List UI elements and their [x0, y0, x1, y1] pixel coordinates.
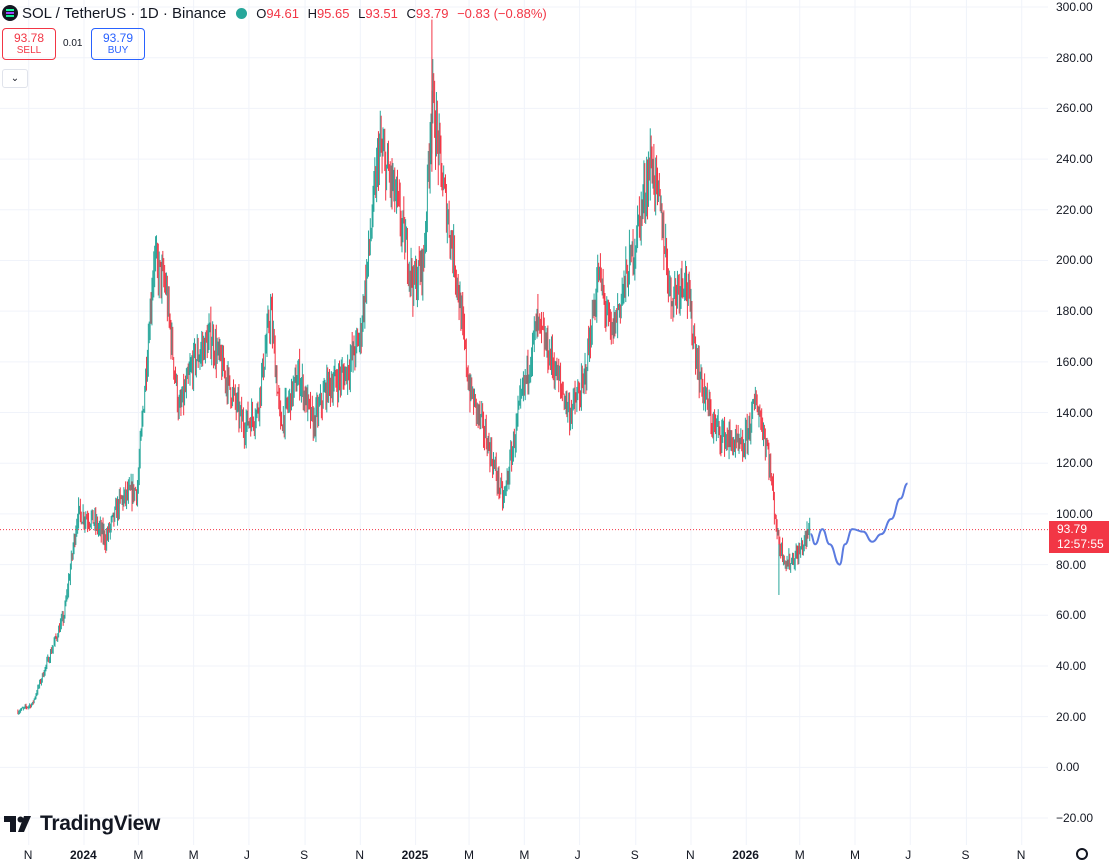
x-tick-label: N [23, 848, 33, 862]
candlestick-series [17, 19, 811, 715]
x-tick-label: M [850, 848, 860, 862]
y-tick-label: 20.00 [1056, 709, 1087, 724]
x-tick-label: M [133, 848, 144, 862]
y-tick-label: 120.00 [1056, 456, 1093, 471]
chart-legend-header: SOL / TetherUS · 1D · Binance O94.61 H95… [0, 2, 552, 24]
user-drawing-path [810, 482, 909, 566]
x-tick-label: N [355, 848, 364, 862]
y-tick-label: 160.00 [1056, 354, 1093, 369]
y-tick-label: 300.00 [1056, 0, 1093, 14]
y-tick-label: 80.00 [1056, 557, 1087, 572]
y-tick-label: 100.00 [1056, 506, 1093, 521]
x-tick-label: J [574, 848, 581, 862]
y-tick-label: 140.00 [1056, 405, 1093, 420]
solana-icon [2, 5, 18, 21]
low-value: 93.51 [365, 5, 398, 21]
buy-label: BUY [107, 45, 129, 56]
y-tick-label: 260.00 [1056, 101, 1093, 116]
close-label: C [406, 5, 416, 21]
buy-button[interactable]: 93.79 BUY [91, 28, 145, 60]
buy-price: 93.79 [102, 31, 134, 45]
price-tag-value: 93.79 [1057, 522, 1088, 536]
sell-button[interactable]: 93.78 SELL [2, 28, 56, 60]
chevron-down-icon: ⌄ [10, 73, 20, 84]
price-tag-countdown: 12:57:55 [1057, 537, 1104, 551]
x-tick-label: 2026 [732, 848, 759, 862]
x-tick-label: S [961, 848, 970, 862]
x-tick-label: N [1016, 848, 1026, 862]
high-label: H [307, 5, 317, 21]
x-tick-label: J [243, 848, 250, 862]
x-tick-label: M [464, 848, 475, 862]
y-tick-label: 200.00 [1056, 253, 1093, 268]
y-tick-label: 220.00 [1056, 202, 1093, 217]
open-value: 94.61 [266, 5, 299, 21]
x-tick-label: S [630, 848, 639, 862]
tradingview-logo-icon [4, 816, 31, 832]
x-tick-label: 2024 [70, 848, 97, 862]
collapse-legend-button[interactable]: ⌄ [2, 69, 28, 88]
x-tick-label: S [300, 848, 309, 862]
y-tick-label: 60.00 [1056, 608, 1087, 623]
change-value: −0.83 (−0.88%) [457, 5, 547, 21]
y-tick-label: 180.00 [1056, 304, 1093, 319]
live-dot-icon [236, 7, 248, 19]
spread-value: 0.01 [63, 38, 83, 49]
sell-label: SELL [16, 45, 42, 56]
high-value: 95.65 [316, 5, 350, 21]
x-tick-label: 2025 [401, 848, 429, 862]
close-value: 93.79 [415, 5, 449, 21]
x-tick-label: J [905, 848, 912, 862]
low-label: L [358, 5, 366, 21]
brand-name: TradingView [40, 812, 161, 835]
symbol-title[interactable]: SOL / TetherUS · 1D · Binance [22, 4, 227, 22]
y-tick-label: −20.00 [1056, 811, 1094, 825]
current-price-tag: 93.79 12:57:55 [1049, 521, 1109, 553]
x-tick-label: M [794, 848, 805, 862]
tradingview-logo[interactable]: TradingView [4, 812, 160, 836]
y-tick-label: 40.00 [1056, 658, 1087, 673]
x-tick-label: N [686, 848, 695, 862]
y-tick-label: 0.00 [1056, 760, 1080, 775]
x-tick-label: M [519, 848, 530, 862]
y-tick-label: 280.00 [1056, 50, 1093, 65]
chart-grid [0, 0, 1048, 845]
x-tick-label: M [188, 848, 199, 862]
gear-icon[interactable] [1076, 848, 1088, 860]
open-label: O [256, 5, 267, 21]
y-tick-label: 240.00 [1056, 152, 1093, 167]
sell-price: 93.78 [13, 31, 45, 45]
ohlc-values: O94.61 H95.65 L93.51 C93.79 −0.83 (−0.88… [256, 6, 551, 21]
